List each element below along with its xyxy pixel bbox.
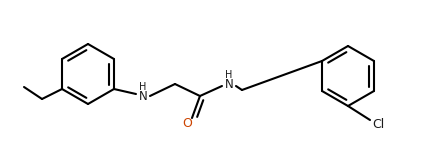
Text: Cl: Cl — [372, 119, 384, 131]
Text: H: H — [225, 70, 233, 80]
Text: H: H — [139, 82, 147, 92]
Text: O: O — [182, 116, 192, 130]
Text: N: N — [139, 90, 147, 102]
Text: N: N — [225, 78, 233, 90]
